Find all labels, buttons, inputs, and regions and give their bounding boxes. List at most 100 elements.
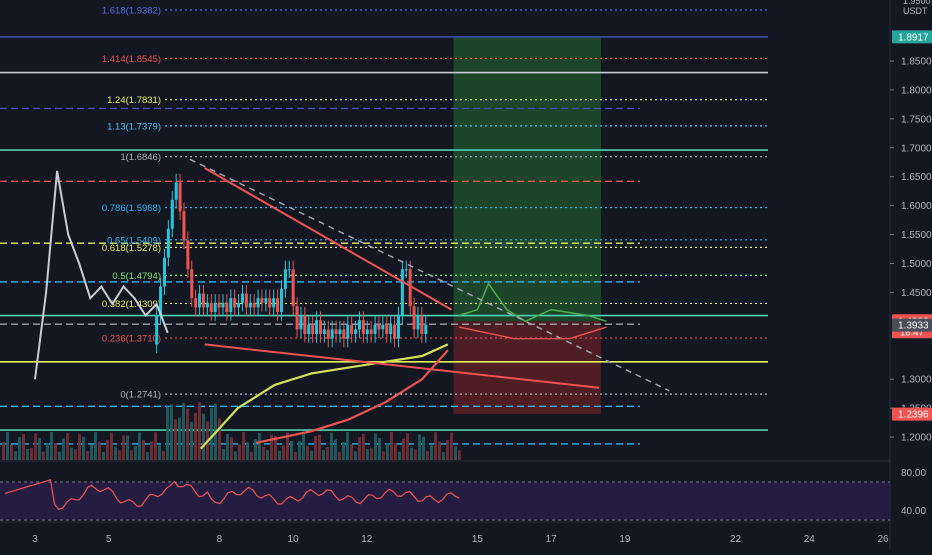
price-tick-label: 1.6500 (901, 172, 932, 183)
fib-level-label: 0.618(1.5278) (102, 243, 161, 254)
volume-bar (230, 437, 233, 460)
volume-bar (362, 433, 365, 460)
volume-bar (190, 421, 193, 460)
volume-bar (266, 449, 269, 460)
candle-body (194, 298, 198, 308)
price-tick-label: 1.5500 (901, 230, 932, 241)
volume-bar (354, 451, 357, 460)
volume-bar (406, 433, 409, 460)
candle-body (389, 324, 393, 335)
volume-bar (22, 434, 25, 460)
candle-body (412, 306, 416, 330)
fib-level-label: 0.786(1.5968) (102, 203, 161, 214)
price-tick-label: 1.3000 (901, 375, 932, 386)
time-tick-label: 17 (546, 534, 558, 545)
volume-bar (382, 451, 385, 460)
volume-bar (394, 442, 397, 460)
candle-body (303, 315, 307, 335)
volume-bar (46, 443, 49, 460)
volume-bar (62, 438, 65, 460)
volume-bar (286, 432, 289, 460)
fib-level-label: 1.24(1.7831) (107, 95, 161, 106)
volume-bar (270, 434, 273, 460)
volume-bar (434, 432, 437, 460)
volume-bar (158, 445, 161, 460)
candle-body (400, 269, 404, 316)
volume-bar (26, 448, 29, 460)
volume-bar (318, 434, 321, 460)
ema-line (255, 349, 449, 444)
candle-body (248, 302, 252, 308)
volume-bar (262, 447, 265, 460)
candle-body (264, 298, 268, 303)
candle-body (420, 315, 424, 335)
volume-bar (34, 433, 37, 460)
volume-bar (242, 432, 245, 460)
volume-bar (282, 445, 285, 460)
volume-bar (118, 450, 121, 460)
candle-body (315, 320, 319, 335)
volume-bar (422, 436, 425, 460)
candle-body (190, 269, 194, 299)
time-tick-label: 26 (877, 534, 889, 545)
price-badge-label: 1.3933 (898, 321, 929, 332)
volume-bar (14, 451, 17, 460)
volume-bar (94, 432, 97, 460)
price-badge-label: 1.8917 (898, 32, 929, 43)
volume-bar (18, 437, 21, 460)
candle-body (295, 306, 299, 330)
candle-body (287, 269, 291, 271)
candle-body (201, 293, 205, 308)
volume-bar (50, 432, 53, 460)
candle-body (330, 329, 334, 339)
volume-bar (310, 450, 313, 460)
volume-bar (122, 435, 125, 460)
candle-body (299, 315, 303, 330)
volume-bar (326, 447, 329, 460)
volume-bar (374, 433, 377, 460)
volume-bar (166, 406, 169, 460)
candle-body (229, 298, 233, 313)
candle-body (377, 324, 381, 330)
candle-body (361, 320, 365, 335)
fib-level-label: 0.5(1.4794) (112, 271, 161, 282)
volume-bar (458, 450, 461, 460)
candle-body (354, 329, 358, 335)
volume-bar (66, 433, 69, 460)
position-profit-zone (453, 36, 601, 322)
fib-level-label: 1.414(1.8545) (102, 54, 161, 65)
candle-body (240, 293, 244, 303)
fib-level-label: 0.382(1.4309) (102, 299, 161, 310)
price-badge (892, 407, 932, 421)
volume-bar (146, 451, 149, 460)
volume-bar (390, 432, 393, 460)
price-tick-label: 1.8500 (901, 57, 932, 68)
candle-body (346, 324, 350, 339)
volume-bar (274, 436, 277, 460)
volume-bar (198, 402, 201, 460)
volume-bar (306, 445, 309, 460)
candle-body (166, 228, 170, 258)
volume-bar (350, 444, 353, 460)
candle-body (225, 302, 229, 313)
forecast-line (458, 282, 607, 323)
candle-body (279, 288, 283, 313)
rsi-line (4, 479, 460, 510)
volume-bar (130, 450, 133, 460)
price-badge (892, 30, 932, 44)
volume-bar (410, 447, 413, 460)
volume-bar (254, 439, 257, 460)
volume-bar (438, 441, 441, 460)
volume-bar (322, 449, 325, 460)
candle-body (170, 199, 174, 229)
candle-body (318, 320, 322, 335)
candle-body (381, 324, 385, 330)
candle-body (416, 315, 420, 330)
candle-body (209, 302, 213, 313)
candle-body (283, 269, 287, 289)
candle-body (182, 211, 186, 241)
time-tick-label: 5 (106, 534, 112, 545)
volume-bar (446, 439, 449, 460)
